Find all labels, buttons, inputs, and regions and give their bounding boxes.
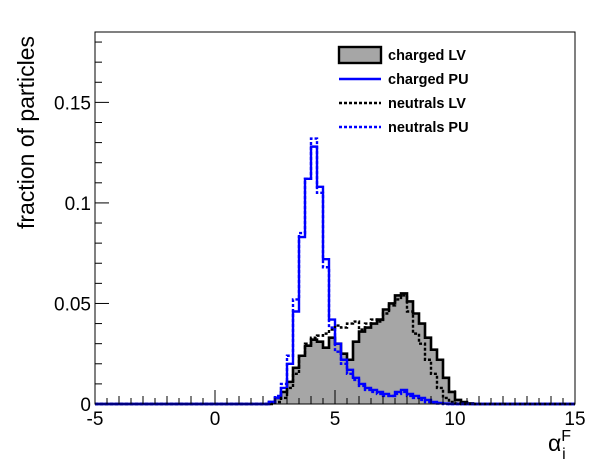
- series-layer: [95, 137, 575, 406]
- legend-label-charged-lv: charged LV: [388, 48, 466, 64]
- y-tick-label: 0.1: [65, 194, 91, 215]
- legend: charged LV charged PU neutrals LV neutrals …: [337, 45, 469, 136]
- y-axis-title: fraction of particles: [13, 36, 39, 229]
- x-tick-label: -5: [87, 409, 104, 430]
- legend-label-neutrals-lv: neutrals LV: [388, 96, 466, 112]
- histogram-line-neutrals-pu: [95, 137, 575, 406]
- x-tick-label: 0: [210, 409, 221, 430]
- y-tick-label: 0: [80, 395, 91, 416]
- y-tick-label: 0.15: [54, 93, 91, 114]
- series-neutrals-pu: [95, 137, 575, 406]
- x-tick-label: 5: [330, 409, 341, 430]
- x-axis-title: αF i: [548, 428, 571, 463]
- histogram-line-neutrals-lv: [95, 294, 575, 406]
- x-axis-title-main: α: [548, 430, 561, 456]
- y-tick-label: 0.05: [54, 294, 91, 315]
- x-axis-title-superscript: F: [561, 428, 571, 445]
- legend-swatch-charged-lv: [337, 45, 383, 65]
- x-tick-label: 15: [564, 409, 585, 430]
- x-axis-title-subscript: i: [562, 446, 566, 463]
- legend-label-charged-pu: charged PU: [388, 72, 469, 88]
- legend-label-neutrals-pu: neutrals PU: [388, 120, 469, 136]
- x-tick-label: 10: [444, 409, 465, 430]
- series-neutrals-lv: [95, 294, 575, 406]
